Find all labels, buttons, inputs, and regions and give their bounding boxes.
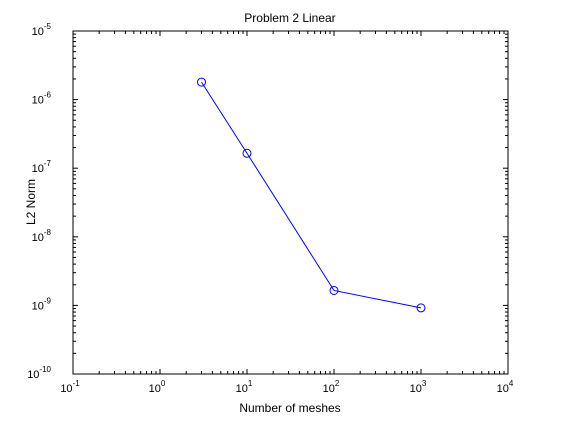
y-tick-label: 10-7 bbox=[32, 159, 52, 175]
x-tick-label-exponent: 4 bbox=[509, 379, 514, 388]
plot-area bbox=[72, 30, 509, 375]
y-tick-label-exponent: -5 bbox=[44, 22, 52, 31]
x-axis-label: Number of meshes bbox=[239, 401, 340, 415]
y-tick-label: 10-10 bbox=[27, 365, 51, 381]
y-tick-label-exponent: -8 bbox=[44, 228, 52, 237]
y-tick-label-exponent: -10 bbox=[39, 365, 51, 374]
x-axis: 10-1 100 101 102 103 104 bbox=[60, 31, 514, 395]
x-tick-label-base: 10 bbox=[236, 383, 248, 395]
y-axis-label: L2 Norm bbox=[24, 179, 38, 225]
series-line bbox=[201, 81, 422, 309]
data-point-marker bbox=[416, 303, 426, 313]
x-tick-label-base: 10 bbox=[497, 383, 509, 395]
y-tick-label-base: 10 bbox=[32, 95, 44, 107]
y-tick-label-exponent: -7 bbox=[44, 159, 52, 168]
y-tick-label-exponent: -9 bbox=[44, 296, 52, 305]
x-tick-label: 101 bbox=[236, 379, 253, 395]
x-tick-label-exponent: 2 bbox=[335, 379, 340, 388]
x-tick-label-exponent: 1 bbox=[248, 379, 253, 388]
y-tick-label-base: 10 bbox=[32, 232, 44, 244]
x-tick-label-base: 10 bbox=[149, 383, 161, 395]
x-tick-label-exponent: -1 bbox=[73, 379, 81, 388]
y-tick-label-base: 10 bbox=[27, 369, 39, 381]
series-layer bbox=[197, 77, 426, 313]
y-tick-label: 10-5 bbox=[32, 22, 52, 38]
x-tick-label: 104 bbox=[497, 379, 514, 395]
x-tick-label-exponent: 0 bbox=[161, 379, 166, 388]
x-tick-label: 10-1 bbox=[60, 379, 80, 395]
x-tick-label: 102 bbox=[323, 379, 340, 395]
x-tick-label-base: 10 bbox=[410, 383, 422, 395]
x-tick-label: 103 bbox=[410, 379, 427, 395]
chart-title: Problem 2 Linear bbox=[244, 11, 335, 25]
x-tick-label-base: 10 bbox=[60, 383, 72, 395]
y-tick-label: 10-6 bbox=[32, 91, 52, 107]
x-tick-label: 100 bbox=[149, 379, 166, 395]
y-tick-label-base: 10 bbox=[32, 26, 44, 38]
y-tick-label: 10-9 bbox=[32, 296, 52, 312]
y-tick-label: 10-8 bbox=[32, 228, 52, 244]
y-tick-label-exponent: -6 bbox=[44, 91, 52, 100]
y-tick-label-base: 10 bbox=[32, 163, 44, 175]
data-point-marker bbox=[242, 148, 252, 158]
x-tick-label-exponent: 3 bbox=[422, 379, 427, 388]
data-point-marker bbox=[329, 285, 339, 295]
y-tick-label-base: 10 bbox=[32, 300, 44, 312]
data-point-marker bbox=[197, 77, 207, 87]
x-tick-label-base: 10 bbox=[323, 383, 335, 395]
